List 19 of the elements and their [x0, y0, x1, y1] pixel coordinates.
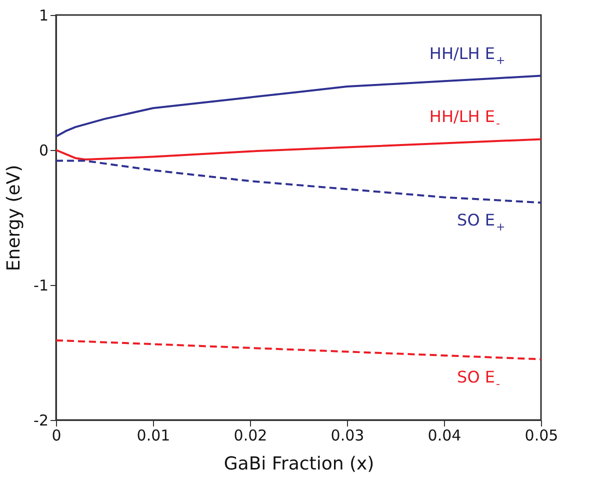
line-series	[55, 74, 542, 138]
series-label: SO E+	[457, 210, 506, 234]
x-tick-label: 0.03	[330, 426, 364, 444]
x-tick-label: 0.02	[234, 426, 268, 444]
series-label: SO E-	[457, 367, 500, 390]
y-tick-label: 0	[38, 142, 48, 160]
line-series	[55, 160, 542, 204]
y-axis-title: Energy (eV)	[4, 164, 25, 272]
x-axis-title: GaBi Fraction (x)	[224, 454, 374, 474]
series-label: HH/LH E-	[429, 107, 500, 130]
y-tick-label: -2	[34, 412, 48, 430]
line-series	[55, 138, 542, 160]
x-tick-label: 0.05	[524, 426, 558, 444]
x-tick-label: 0.04	[428, 426, 462, 444]
y-tick-label: -1	[34, 276, 48, 294]
series-label: HH/LH E+	[429, 44, 506, 67]
x-tick-label: 0.01	[136, 426, 170, 444]
x-tick-label: 0	[52, 426, 62, 444]
y-tick-label: 1	[38, 6, 48, 24]
